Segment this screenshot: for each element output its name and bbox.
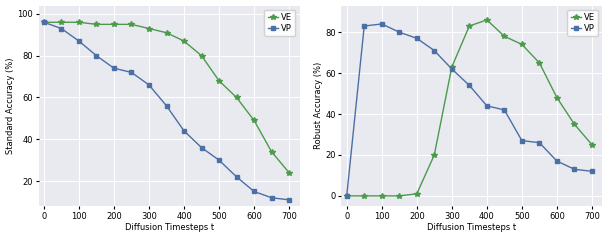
VE — [145, 27, 153, 30]
VP — [536, 141, 543, 144]
VE — [75, 21, 83, 24]
VP — [396, 31, 403, 34]
VE — [413, 192, 420, 195]
VE — [181, 40, 188, 43]
VE — [553, 96, 561, 99]
VE — [286, 171, 293, 174]
Y-axis label: Standard Accuracy (%): Standard Accuracy (%) — [5, 58, 15, 154]
VE — [215, 79, 223, 82]
VE — [343, 194, 350, 197]
VE — [589, 143, 596, 146]
VP — [343, 194, 350, 197]
X-axis label: Diffusion Timesteps t: Diffusion Timesteps t — [125, 223, 213, 233]
VP — [378, 23, 385, 25]
VE — [378, 194, 385, 197]
VP — [448, 68, 455, 70]
VE — [233, 96, 240, 99]
VE — [58, 21, 65, 24]
VP — [553, 160, 561, 163]
VP — [233, 175, 240, 178]
VP — [40, 21, 47, 24]
VE — [163, 31, 170, 34]
VP — [518, 139, 525, 142]
VE — [536, 61, 543, 64]
VE — [571, 123, 578, 126]
VP — [483, 104, 491, 107]
VE — [128, 23, 135, 26]
VE — [396, 194, 403, 197]
VE — [448, 65, 455, 68]
VE — [40, 21, 47, 24]
VP — [198, 146, 205, 149]
VP — [430, 49, 438, 52]
VP — [58, 27, 65, 30]
Y-axis label: Robust Accuracy (%): Robust Accuracy (%) — [314, 62, 322, 149]
VP — [75, 40, 83, 43]
Legend: VE, VP: VE, VP — [567, 10, 598, 36]
Line: VP: VP — [42, 20, 291, 202]
VP — [215, 159, 223, 162]
VP — [181, 129, 188, 132]
VE — [110, 23, 117, 26]
VE — [483, 19, 491, 21]
VP — [286, 198, 293, 201]
Legend: VE, VP: VE, VP — [264, 10, 295, 36]
VE — [250, 119, 258, 122]
VP — [413, 37, 420, 40]
VP — [268, 196, 275, 199]
VP — [145, 84, 153, 86]
VE — [361, 194, 368, 197]
Line: VE: VE — [41, 20, 292, 175]
VE — [268, 150, 275, 153]
Line: VE: VE — [344, 17, 595, 199]
VP — [110, 67, 117, 70]
VP — [589, 170, 596, 173]
VE — [518, 43, 525, 46]
VP — [361, 25, 368, 27]
VE — [430, 154, 438, 156]
VP — [501, 109, 508, 111]
VE — [466, 25, 473, 27]
X-axis label: Diffusion Timesteps t: Diffusion Timesteps t — [427, 223, 517, 233]
Line: VP: VP — [345, 22, 594, 198]
VP — [93, 54, 100, 57]
VP — [466, 84, 473, 87]
VP — [250, 190, 258, 193]
VP — [571, 168, 578, 171]
VE — [501, 35, 508, 38]
VP — [163, 104, 170, 107]
VE — [93, 23, 100, 26]
VP — [128, 71, 135, 74]
VE — [198, 54, 205, 57]
